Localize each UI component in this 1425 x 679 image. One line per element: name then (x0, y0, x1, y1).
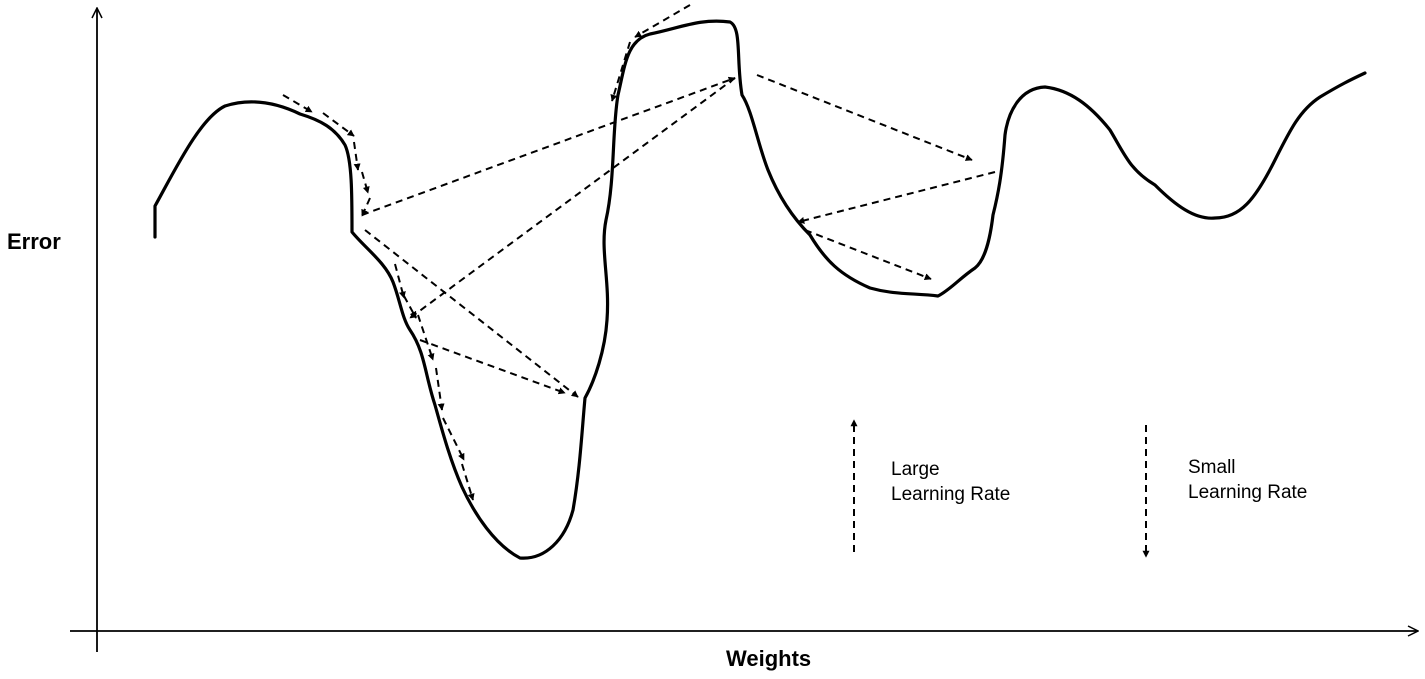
step-arrow (364, 229, 579, 398)
step-arrow (419, 339, 566, 395)
step-arrow (634, 4, 691, 38)
step-arrow (361, 197, 371, 217)
step-arrow (797, 171, 996, 224)
step-arrow (394, 263, 406, 299)
step-arrow (756, 74, 973, 161)
step-arrow (353, 141, 361, 171)
step-arrow (361, 76, 736, 216)
step-arrow (442, 417, 465, 461)
y-axis-label: Error (7, 229, 61, 254)
error-curve (153, 19, 1367, 560)
step-arrow (417, 314, 435, 361)
step-arrow (435, 367, 445, 411)
step-arrow (804, 229, 932, 280)
x-axis-label: Weights (726, 646, 812, 671)
step-arrow (461, 463, 475, 501)
step-arrows (282, 4, 996, 501)
legend-large-line2: Learning Rate (891, 484, 1011, 505)
step-arrow (322, 112, 355, 137)
step-arrow (403, 295, 417, 319)
step-arrow (282, 94, 313, 113)
step-arrow (409, 77, 736, 319)
legend-small-line1: Small (1188, 457, 1236, 478)
legend-large: Large Learning Rate (891, 457, 1010, 507)
legend-small: Small Learning Rate (1188, 455, 1307, 505)
legend-small-line2: Learning Rate (1188, 482, 1308, 503)
step-arrow (361, 171, 370, 194)
legend-large-line1: Large (891, 459, 940, 480)
step-arrow (610, 41, 631, 102)
